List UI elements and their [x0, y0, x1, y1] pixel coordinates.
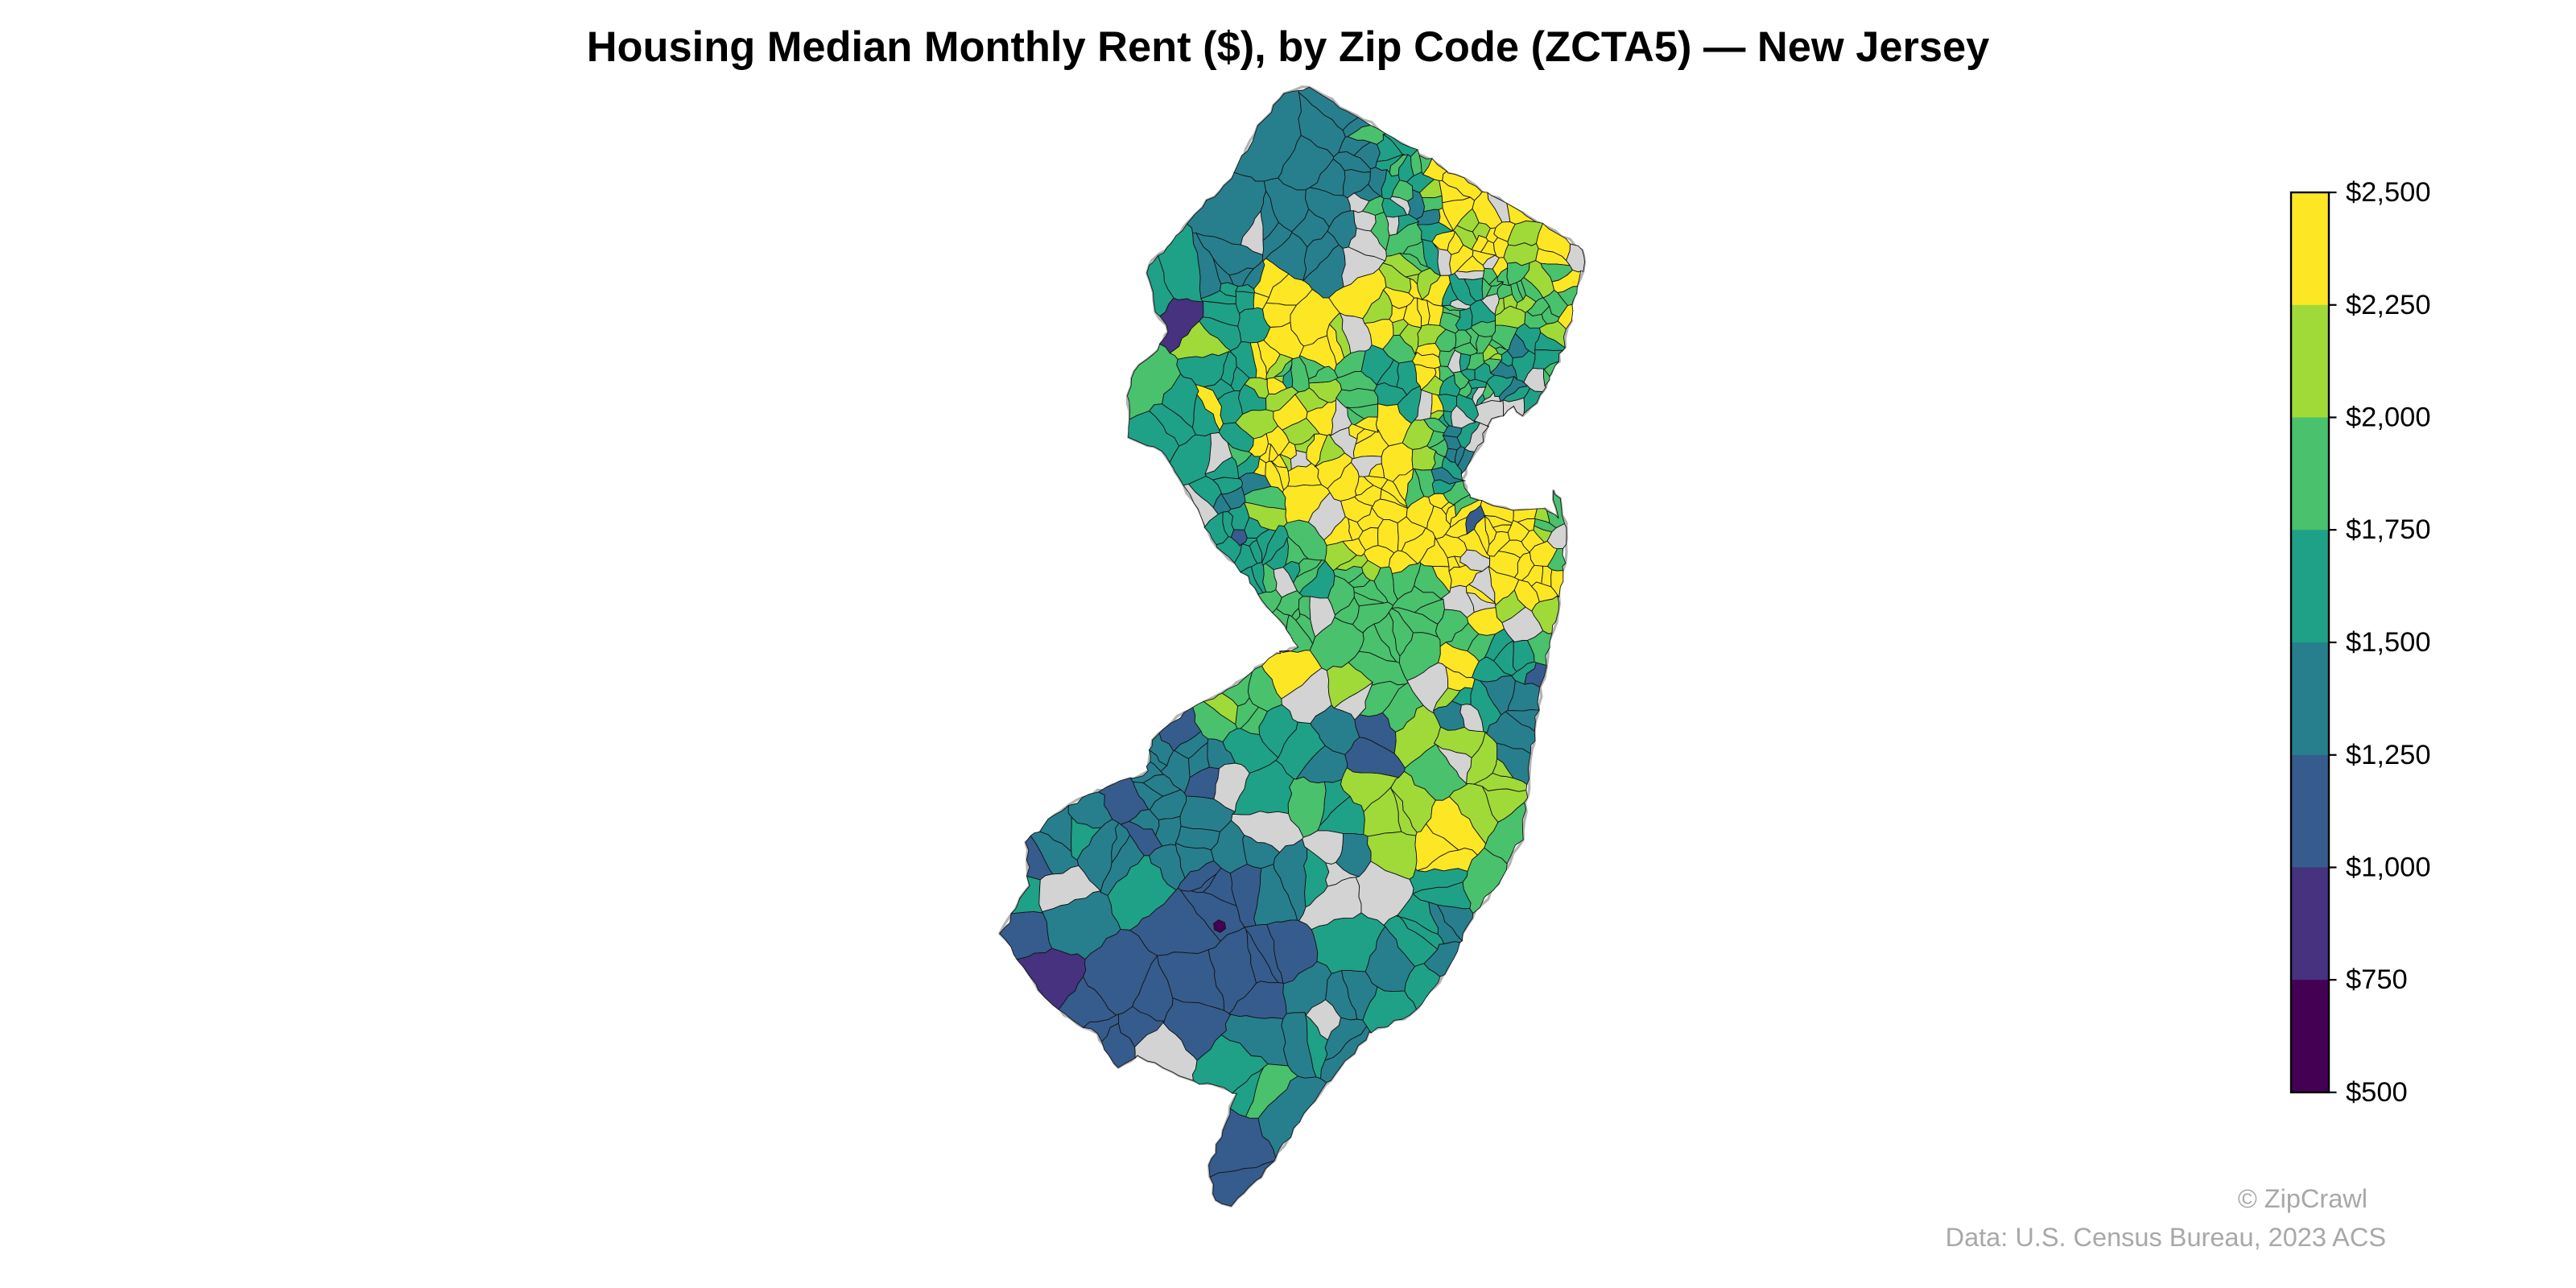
svg-text:$1,500: $1,500 [2346, 627, 2431, 658]
svg-text:$2,500: $2,500 [2346, 177, 2431, 208]
svg-text:$2,250: $2,250 [2346, 290, 2431, 320]
svg-text:© ZipCrawl: © ZipCrawl [2238, 1184, 2368, 1213]
svg-text:$2,000: $2,000 [2346, 402, 2431, 433]
svg-text:$1,000: $1,000 [2346, 852, 2431, 883]
svg-text:$1,250: $1,250 [2346, 740, 2431, 770]
svg-text:Housing Median Monthly Rent ($: Housing Median Monthly Rent ($), by Zip … [587, 24, 1990, 71]
svg-text:$1,750: $1,750 [2346, 514, 2431, 545]
svg-text:$750: $750 [2346, 964, 2408, 995]
svg-text:Data: U.S. Census Bureau, 2023: Data: U.S. Census Bureau, 2023 ACS [1946, 1223, 2386, 1252]
svg-text:$500: $500 [2346, 1077, 2408, 1108]
